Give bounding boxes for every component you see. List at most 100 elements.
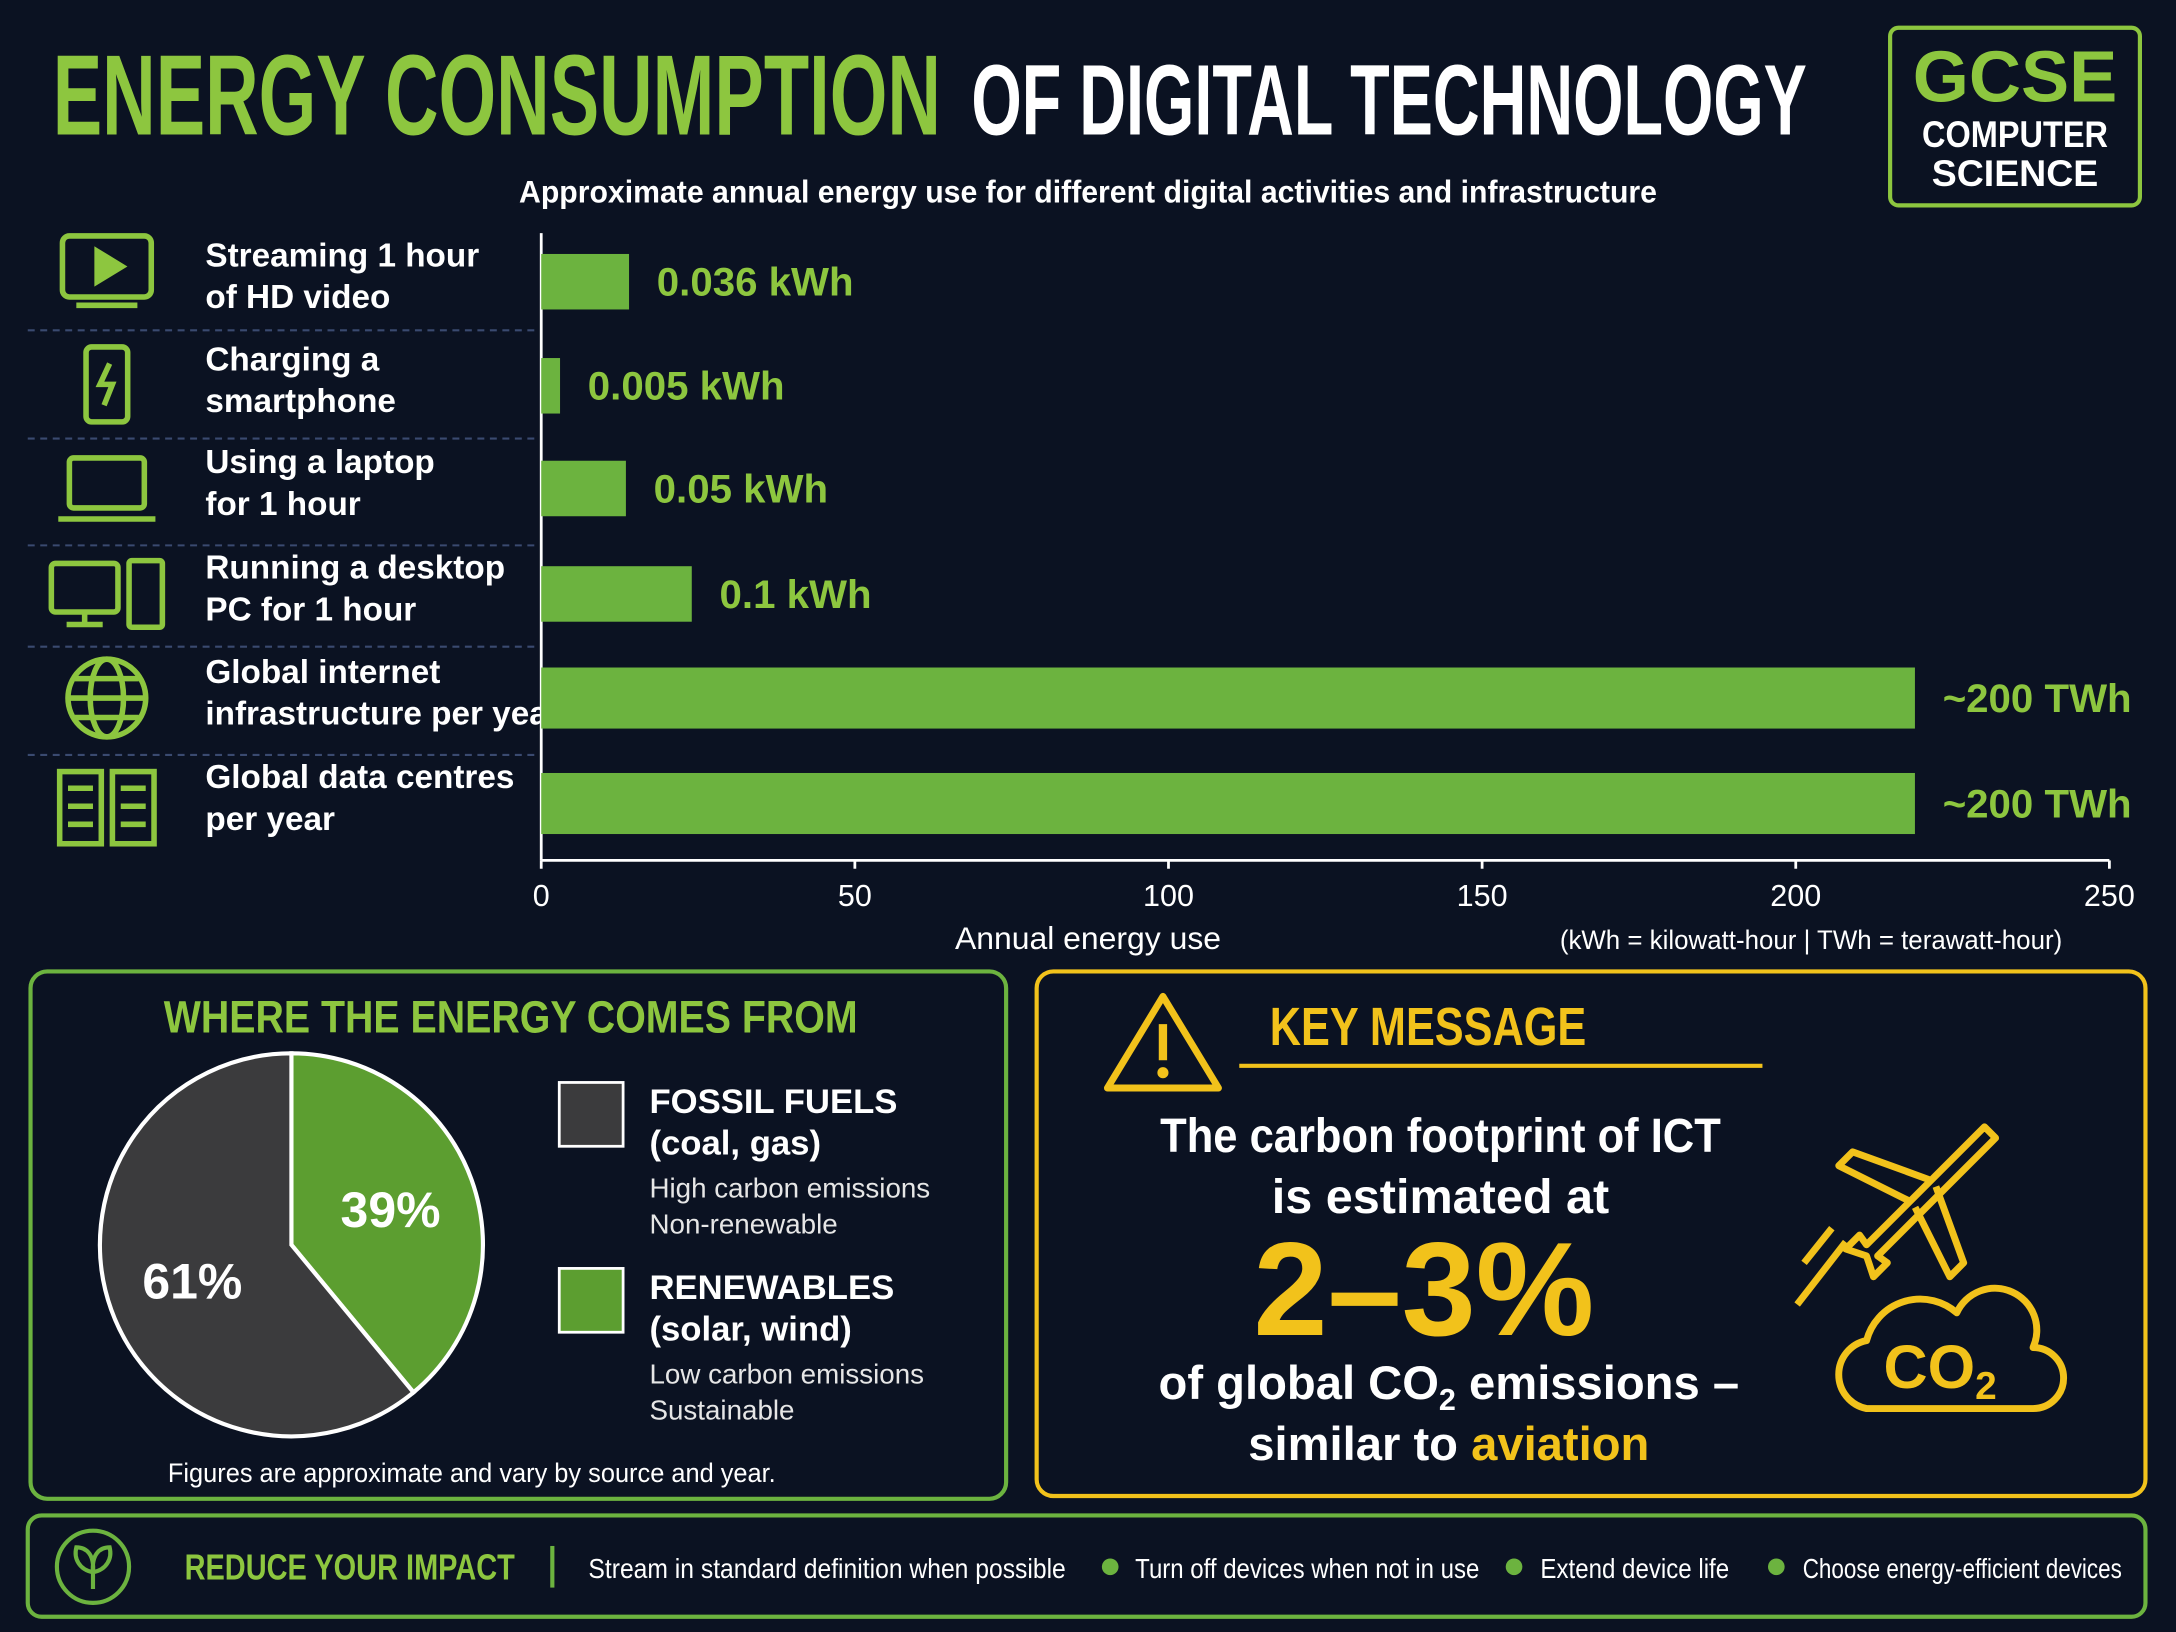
x-tick-label: 50	[838, 879, 872, 913]
legend-description: Sustainable	[649, 1395, 794, 1426]
title: OF DIGITAL TECHNOLOGY	[971, 46, 1806, 157]
panel	[1034, 969, 2148, 1499]
icon-phone	[95, 362, 117, 407]
text-part: of global CO	[1159, 1356, 1439, 1409]
bar	[541, 667, 1915, 729]
bullet	[1505, 1558, 1523, 1576]
tip: Stream in standard definition when possi…	[588, 1553, 1065, 1584]
bar-chart: 0 50 100 150 200 250 Annual energy use (kWh = k…	[205, 233, 2135, 956]
key-title: KEY MESSAGE	[1270, 997, 1586, 1057]
category-label: Running a desktop PC for 1 hour	[205, 550, 505, 629]
x-tick-label: 200	[1770, 879, 1821, 913]
text-line: per year	[205, 801, 335, 838]
text-part: CO	[1883, 1333, 1975, 1401]
pie-slice	[289, 1051, 485, 1396]
icon-tv	[94, 246, 128, 287]
panel	[28, 969, 1009, 1501]
text-line: Running a desktop	[205, 550, 505, 587]
icon-laptop	[66, 455, 148, 511]
text-line: Streaming 1 hour	[205, 237, 479, 274]
x-axis-label: Annual energy use	[955, 920, 1221, 956]
plane-icon	[1794, 1123, 2067, 1413]
category-label: Global data centres per year	[205, 759, 514, 838]
subtitle: Approximate annual energy use for differ…	[519, 174, 1657, 210]
text-line: Global data centres	[205, 759, 514, 796]
tip: Turn off devices when not in use	[1135, 1553, 1479, 1584]
category-label: Streaming 1 hour of HD video	[205, 237, 479, 316]
footer	[25, 1513, 2148, 1619]
bullet	[1101, 1558, 1119, 1576]
key-text: The carbon footprint of ICT	[1160, 1109, 1721, 1163]
category-label: Using a laptop for 1 hour	[205, 444, 434, 523]
legend-label: RENEWABLES (solar, wind)	[649, 1269, 894, 1349]
text-line: RENEWABLES	[649, 1269, 894, 1307]
slice-label: 39%	[341, 1182, 441, 1238]
pie-chart: 39% 61% FOSSIL FUELS (coal, gas) High carbon…	[97, 1051, 930, 1439]
pie-slice	[97, 1051, 417, 1439]
bar	[541, 566, 692, 622]
tip: Choose energy-efficient devices	[1803, 1553, 2122, 1584]
plane	[1835, 1123, 2000, 1281]
icon-server	[68, 785, 146, 828]
icon-server	[56, 768, 105, 847]
warning-icon	[1157, 1067, 1169, 1079]
value-label: ~200 TWh	[1943, 781, 2132, 826]
bar	[541, 253, 630, 310]
badge-text: SCIENCE	[1932, 152, 2098, 194]
warning-icon	[1103, 992, 1222, 1092]
legend-description: Non-renewable	[649, 1209, 837, 1240]
subscript: 2	[1975, 1365, 1997, 1408]
note: Figures are approximate and vary by sour…	[168, 1458, 776, 1488]
icon-globe	[68, 675, 146, 721]
badge	[1888, 25, 2142, 208]
badge-text: GCSE	[1913, 37, 2118, 117]
subscript: 2	[1439, 1383, 1456, 1417]
value-label: 0.05 kWh	[654, 466, 828, 511]
title-highlight: ENERGY CONSUMPTION	[53, 33, 941, 160]
icon-server	[109, 768, 157, 847]
text-line: PC for 1 hour	[205, 591, 416, 628]
text-line: Global internet	[205, 654, 440, 691]
category-label: Charging a smartphone	[205, 342, 396, 421]
legend-swatch	[557, 1267, 625, 1334]
value-label: 0.005 kWh	[588, 364, 785, 409]
value-label: 0.036 kWh	[657, 260, 854, 305]
icon-phone	[83, 344, 131, 425]
text-line: (coal, gas)	[649, 1125, 821, 1163]
key-figure: 2–3%	[1253, 1215, 1594, 1364]
footer-title: REDUCE YOUR IMPACT	[185, 1546, 515, 1587]
value-label: ~200 TWh	[1943, 676, 2132, 721]
text-line: for 1 hour	[205, 486, 360, 523]
text-line: smartphone	[205, 383, 396, 420]
slice-label: 61%	[142, 1254, 242, 1310]
co2-icon-text: CO2	[1883, 1333, 1996, 1408]
icon-desktop	[66, 612, 103, 628]
legend-description: Low carbon emissions	[649, 1359, 924, 1390]
legend-swatch	[557, 1081, 625, 1148]
key-text: of global CO2 emissions –	[1159, 1356, 1740, 1417]
text-line: Using a laptop	[205, 444, 434, 481]
bar	[541, 460, 626, 517]
legend-label: FOSSIL FUELS (coal, gas)	[649, 1083, 897, 1163]
key-text: similar to aviation	[1248, 1417, 1649, 1470]
plane-trail	[1794, 1225, 1849, 1307]
text-line: infrastructure per year	[205, 695, 560, 732]
cloud	[1835, 1284, 2067, 1413]
text-line: Charging a	[205, 342, 379, 379]
highlight: aviation	[1471, 1417, 1649, 1470]
badge-text: COMPUTER	[1922, 113, 2108, 155]
legend-description: High carbon emissions	[649, 1173, 930, 1204]
leaf-icon	[54, 1528, 132, 1605]
icon-desktop	[126, 557, 166, 631]
bar	[541, 772, 1915, 835]
text-part: emissions –	[1456, 1356, 1739, 1409]
axis-note: (kWh = kilowatt-hour | TWh = terawatt-ho…	[1560, 925, 2062, 955]
x-tick-label: 250	[2084, 879, 2135, 913]
value-label: 0.1 kWh	[720, 572, 872, 617]
icon-tv	[59, 233, 155, 300]
text-line: FOSSIL FUELS	[649, 1083, 897, 1121]
x-tick-label: 0	[533, 879, 550, 913]
row-separators	[27, 329, 539, 756]
